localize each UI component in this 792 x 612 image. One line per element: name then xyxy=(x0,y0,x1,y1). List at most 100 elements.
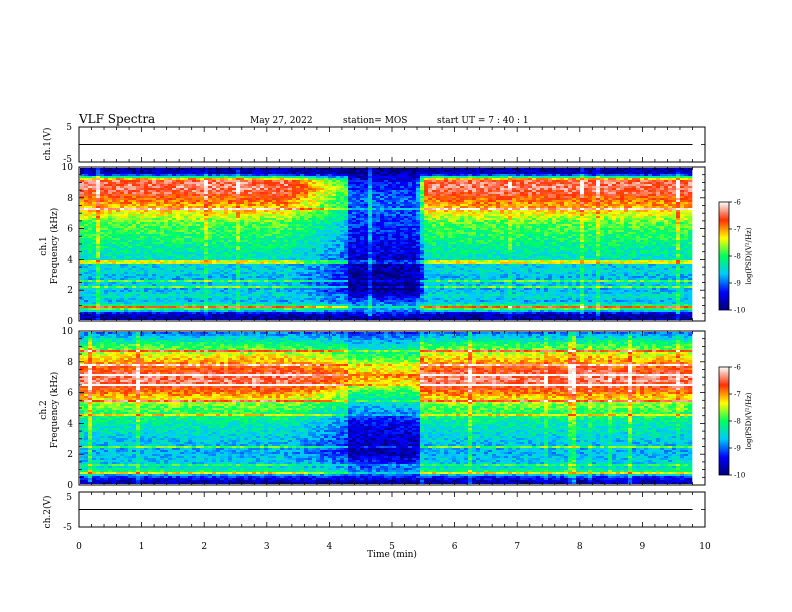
ch1-spectrogram-cell xyxy=(168,300,173,303)
ch1-spectrogram-cell xyxy=(208,220,213,223)
ch1-spectrogram-cell xyxy=(324,240,329,243)
ch1-spectrogram-cell xyxy=(224,202,229,205)
ch1-spectrogram-cell xyxy=(172,218,177,221)
ch1-spectrogram-cell xyxy=(308,294,313,297)
ch1-spectrogram-cell xyxy=(316,278,321,281)
ch1-spectrogram-cell xyxy=(328,254,333,257)
ch1-spectrogram-cell xyxy=(320,174,325,177)
ch1-spectrogram-cell xyxy=(252,244,257,247)
ch1-spectrogram-cell xyxy=(252,220,257,223)
ch1-spectrogram-cell xyxy=(280,316,285,319)
ch1-spectrogram-cell xyxy=(132,182,137,185)
ch1-spectrogram-cell xyxy=(268,276,273,279)
ch1-spectrogram-cell xyxy=(312,300,317,303)
ch1-spectrogram-cell xyxy=(320,314,325,317)
ch1-spectrogram-cell xyxy=(216,306,221,309)
ch1-spectrogram-cell xyxy=(236,172,241,175)
ch1-spectrogram-cell xyxy=(280,312,285,315)
ch1-spectrogram-cell xyxy=(228,216,233,219)
ch1-spectrogram-cell xyxy=(288,254,293,257)
ch1-spectrogram-cell xyxy=(132,206,137,209)
ch1-spectrogram-cell xyxy=(196,222,201,225)
ch1-spectrogram-cell xyxy=(224,272,229,275)
ch1-spectrogram-cell xyxy=(284,314,289,317)
ch1-spectrogram-cell xyxy=(252,234,257,237)
ch1-spectrogram-cell xyxy=(320,224,325,227)
ch1-spectrogram-cell xyxy=(100,288,105,291)
ch1-spectrogram-cell xyxy=(256,200,261,203)
ch1-spectrogram-cell xyxy=(184,198,189,201)
ch1-spectrogram-cell xyxy=(260,280,265,283)
ch1-spectrogram-cell xyxy=(80,204,85,207)
ch1-spectrogram-cell xyxy=(224,178,229,181)
ch1-spectrogram-cell xyxy=(132,278,137,281)
ch1-spectrogram-cell xyxy=(236,230,241,233)
ch1-spectrogram-cell xyxy=(232,190,237,193)
ch1-spectrogram-cell xyxy=(204,300,209,303)
header-start-time: start UT = 7 : 40 : 1 xyxy=(437,116,529,126)
ch1-spectrogram-cell xyxy=(208,266,213,269)
ch1-spectrogram-cell xyxy=(196,174,201,177)
ch1-spectrogram-cell xyxy=(160,222,165,225)
ch1-spectrogram-cell xyxy=(180,314,185,317)
ch1-spectrogram-cell xyxy=(220,242,225,245)
ch1-spectrogram-cell xyxy=(284,186,289,189)
ch1-spectrogram-cell xyxy=(296,308,301,311)
ch1-spectrogram-cell xyxy=(276,232,281,235)
ch1-spectrogram-cell xyxy=(312,210,317,213)
ch1-spectrogram-cell xyxy=(92,314,97,317)
ch1-spectrogram-cell xyxy=(128,308,133,311)
ch1-spectrogram-cell xyxy=(300,312,305,315)
ch1-spectrogram-cell xyxy=(236,300,241,303)
ch1-spectrogram-cell xyxy=(296,288,301,291)
ch1-spectrogram-cell xyxy=(116,294,121,297)
ch1-spectrogram-cell xyxy=(300,274,305,277)
ch1-spectrogram-cell xyxy=(104,218,109,221)
ch1-spectrogram-cell xyxy=(196,276,201,279)
ch1-spectrogram-cell xyxy=(136,308,141,311)
ch1-spectrogram-cell xyxy=(276,228,281,231)
ch1-spectrogram-cell xyxy=(224,182,229,185)
ch1-spectrogram-cell xyxy=(276,176,281,179)
ch1-spectrogram-cell xyxy=(136,312,141,315)
ch1-spectrogram-cell xyxy=(128,172,133,175)
ch1-spectrogram-cell xyxy=(144,236,149,239)
ch1-spectrogram-cell xyxy=(220,272,225,275)
ch1-spectrogram-cell xyxy=(200,304,205,307)
ch1-spectrogram-cell xyxy=(188,318,193,320)
ch1-spectrogram-cell xyxy=(228,270,233,273)
ch1-spectrogram-cell xyxy=(316,230,321,233)
ch1-spectrogram-cell xyxy=(184,196,189,199)
ch1-spectrogram-cell xyxy=(200,260,205,263)
ch1-spectrogram-cell xyxy=(308,180,313,183)
ch1-spectrogram-cell xyxy=(200,218,205,221)
ch1-spectrogram-cell xyxy=(104,278,109,281)
ch1-spectrogram-cell xyxy=(248,180,253,183)
ch1-spectrogram-cell xyxy=(92,234,97,237)
ch1-spectrogram-cell xyxy=(88,180,93,183)
ch1-spectrogram-cell xyxy=(132,218,137,221)
ch1-spectrogram-cell xyxy=(124,274,129,277)
ch1-spectrogram-cell xyxy=(84,308,89,311)
ch1-spectrogram-cell xyxy=(244,282,249,285)
ch1-spectrogram-cell xyxy=(332,234,337,237)
ch1-spectrogram-cell xyxy=(288,312,293,315)
ch1-spectrogram-cell xyxy=(236,202,241,205)
ch1-spectrogram-cell xyxy=(168,250,173,253)
ch1-spectrogram-cell xyxy=(160,258,165,261)
ch1-spectrogram-cell xyxy=(308,230,313,233)
ch1-spectrogram-cell xyxy=(332,284,337,287)
ch1-spectrogram-cell xyxy=(264,258,269,261)
ch1-spectrogram-cell xyxy=(240,232,245,235)
ch1-spectrogram-cell xyxy=(136,248,141,251)
ch1-spectrogram-cell xyxy=(224,222,229,225)
ch1-spectrogram-cell xyxy=(224,292,229,295)
ch1-spectrogram-cell xyxy=(196,262,201,265)
ch1-spectrogram-cell xyxy=(156,212,161,215)
ch1-spectrogram-cell xyxy=(84,316,89,319)
ch1-spectrogram-cell xyxy=(148,280,153,283)
ch1-spectrogram-cell xyxy=(196,182,201,185)
ch1-spectrogram-cell xyxy=(124,232,129,235)
ch1-spectrogram-cell xyxy=(312,292,317,295)
ch1-spectrogram-cell xyxy=(316,188,321,191)
